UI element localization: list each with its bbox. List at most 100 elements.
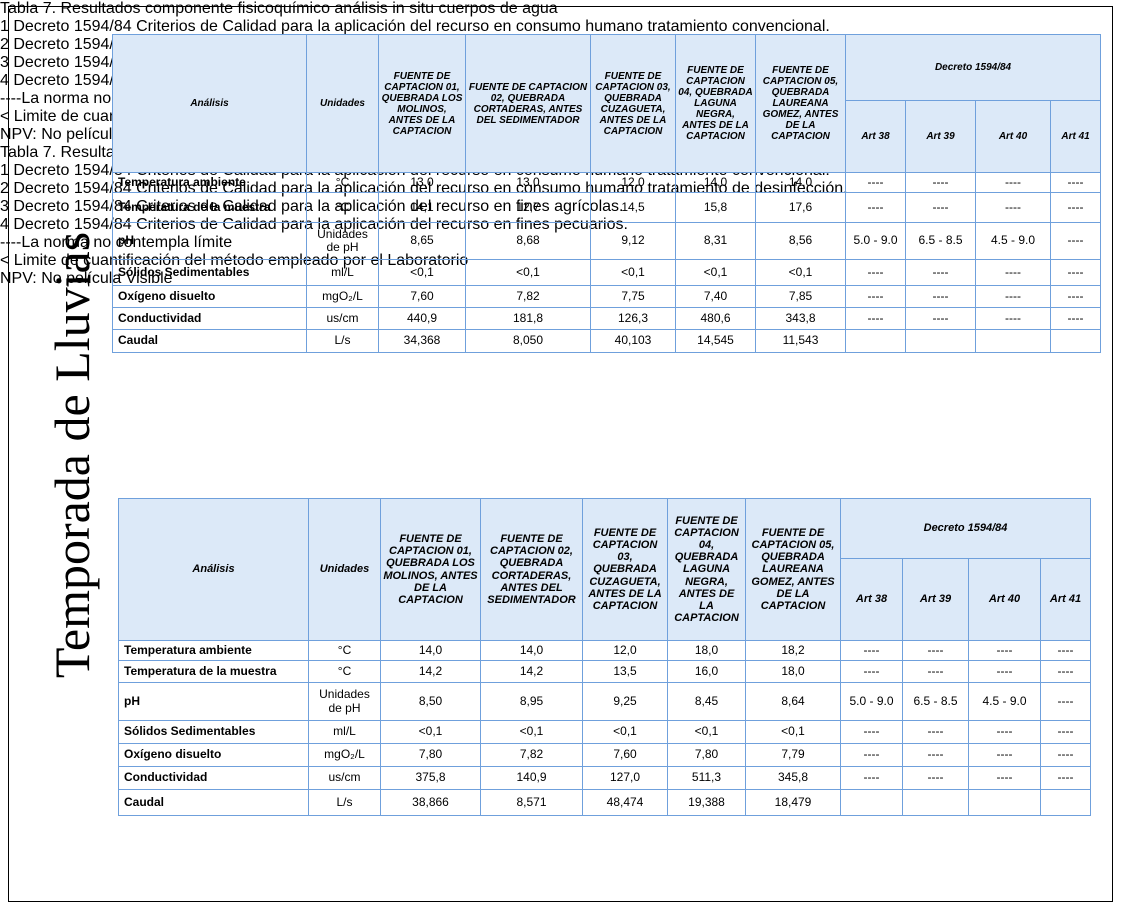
- cell: ----: [840, 660, 903, 683]
- cell: 7,60: [582, 743, 668, 767]
- header-cell: Unidades: [306, 34, 379, 173]
- cell: <0,1: [582, 720, 668, 744]
- cell: ----: [905, 172, 976, 193]
- cell: ----: [845, 172, 906, 193]
- cell: ----: [968, 766, 1041, 790]
- data-row: Temperatura de la muestra °C 14,2 14,2 13,5 1…: [118, 660, 1092, 683]
- cell: 7,75: [590, 285, 676, 308]
- data-row: Oxígeno disuelto mgO₂/L 7,60 7,82 7,75 7,40 7,…: [112, 285, 1102, 308]
- frame: [8, 6, 1113, 902]
- data-row: Oxígeno disuelto mgO₂/L 7,80 7,82 7,60 7,80 7,…: [118, 743, 1092, 767]
- empty-cell: [902, 789, 969, 816]
- cell: ----: [975, 172, 1051, 193]
- cell: ----: [1039, 766, 1092, 790]
- cell: ----: [902, 766, 969, 790]
- cell: 9,12: [590, 222, 676, 260]
- cell: 181,8: [465, 307, 591, 330]
- cell: <0,1: [378, 259, 466, 286]
- cell: ----: [968, 743, 1041, 767]
- note: 1 Decreto 1594/84 Criterios de Calidad p…: [0, 18, 830, 35]
- side-label: Temporada de Lluvias: [44, 231, 100, 679]
- cell: Temperatura ambiente: [112, 172, 307, 193]
- cell: ----: [1039, 682, 1092, 721]
- cell: 15,8: [675, 192, 756, 223]
- cell: 9,25: [582, 682, 668, 721]
- empty-cell: [840, 789, 903, 816]
- cell: 16,0: [667, 660, 746, 683]
- cell: 14,0: [380, 640, 481, 661]
- header-row: Análisis Unidades FUENTE DE CAPTACION 01, …: [112, 34, 1102, 173]
- cell: <0,1: [675, 259, 756, 286]
- cell: ----: [905, 259, 976, 286]
- data-row: Sólidos Sedimentables ml/L <0,1 <0,1 <0,1 <0,…: [112, 259, 1102, 286]
- header-row: Art 38 Art 39 Art 40 Art 41: [113, 100, 1102, 173]
- cell: 8,95: [480, 682, 583, 721]
- cell: 48,474: [582, 789, 668, 816]
- data-row: Conductividad us/cm 440,9 181,8 126,3 480,6 34…: [112, 307, 1102, 330]
- cell: us/cm: [308, 766, 381, 790]
- header-cell: Unidades: [308, 498, 381, 641]
- header-cell: FUENTE DE CAPTACION 03, QUEBRADA CUZAGUE…: [590, 34, 676, 173]
- cell: 13,0: [378, 172, 466, 193]
- cell: Oxígeno disuelto: [118, 743, 309, 767]
- cell: 7,80: [667, 743, 746, 767]
- cell: ----: [845, 285, 906, 308]
- cell: 34,368: [378, 329, 466, 353]
- cell: Oxígeno disuelto: [112, 285, 307, 308]
- cell: ----: [968, 640, 1041, 661]
- cell: ----: [845, 307, 906, 330]
- cell: 18,2: [745, 640, 841, 661]
- cell: 8,050: [465, 329, 591, 353]
- header-cell: Análisis: [112, 34, 307, 173]
- empty-cell: [968, 789, 1041, 816]
- cell: 440,9: [378, 307, 466, 330]
- cell: 17,6: [755, 192, 846, 223]
- cell: Unidades de pH: [306, 222, 379, 260]
- header-cell: Art 40: [968, 558, 1041, 641]
- cell: 14,545: [675, 329, 756, 353]
- header-cell: Art 38: [845, 100, 906, 173]
- cell: 18,0: [745, 660, 841, 683]
- cell: Temperatura ambiente: [118, 640, 309, 661]
- content: Tabla 7. Resultados componente fisicoquí…: [0, 0, 1123, 816]
- cell: ----: [902, 743, 969, 767]
- cell: <0,1: [380, 720, 481, 744]
- cell: 7,82: [480, 743, 583, 767]
- cell: 18,479: [745, 789, 841, 816]
- cell: Temperatura de la muestra: [118, 660, 309, 683]
- cell: ----: [902, 720, 969, 744]
- cell: 19,388: [667, 789, 746, 816]
- cell: 14,0: [675, 172, 756, 193]
- cell: 8,56: [755, 222, 846, 260]
- cell: 6.5 - 8.5: [905, 222, 976, 260]
- cell: ----: [840, 720, 903, 744]
- header-row: Art 38 Art 39 Art 40 Art 41: [119, 558, 1092, 641]
- header-cell: Art 41: [1049, 100, 1102, 173]
- cell: 480,6: [675, 307, 756, 330]
- cell: 12,0: [582, 640, 668, 661]
- cell: 7,80: [380, 743, 481, 767]
- cell: 126,3: [590, 307, 676, 330]
- cell: 14,5: [590, 192, 676, 223]
- cell: mgO₂/L: [306, 285, 379, 308]
- cell: 8,31: [675, 222, 756, 260]
- data-row: Sólidos Sedimentables ml/L <0,1 <0,1 <0,1 <0,…: [118, 720, 1092, 744]
- data-row: Temperatura de la muestra °C 14,1 12,7 14,5 1…: [112, 192, 1102, 223]
- cell: 8,65: [378, 222, 466, 260]
- cell: 7,79: [745, 743, 841, 767]
- cell: 8,68: [465, 222, 591, 260]
- data-table: Análisis Unidades FUENTE DE CAPTACION 01, …: [112, 34, 1102, 353]
- cell: 14,2: [480, 660, 583, 683]
- header-cell: FUENTE DE CAPTACION 01, QUEBRADA LOS MOL…: [378, 34, 466, 173]
- cell: ----: [845, 259, 906, 286]
- data-row: Caudal L/s 38,866 8,571 48,474 19,388 18,479: [118, 789, 1092, 816]
- cell: ml/L: [306, 259, 379, 286]
- cell: <0,1: [465, 259, 591, 286]
- data-row: Temperatura ambiente °C 14,0 14,0 12,0 18,0 18…: [118, 640, 1092, 661]
- cell: L/s: [306, 329, 379, 353]
- cell: us/cm: [306, 307, 379, 330]
- cell: ----: [1039, 720, 1092, 744]
- cell: 14,2: [380, 660, 481, 683]
- cell: 8,45: [667, 682, 746, 721]
